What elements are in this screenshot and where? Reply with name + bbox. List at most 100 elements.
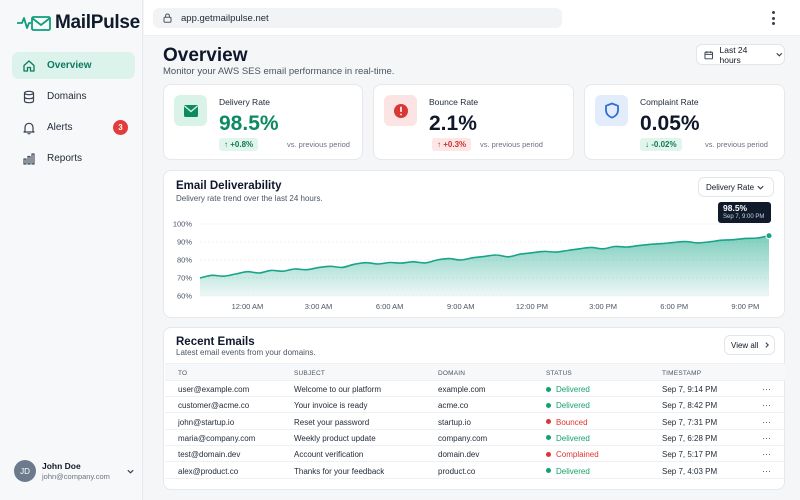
more-options-icon[interactable] [770, 11, 776, 25]
bar-chart-icon [21, 151, 37, 167]
sidebar-item-label: Domains [47, 91, 87, 102]
table-row[interactable]: maria@company.com Weekly product update co… [165, 430, 785, 446]
bounce-rate-card: Bounce Rate 2.1% ↑ +0.3% vs. previous pe… [373, 84, 574, 160]
cell-subject: Reset your password [294, 417, 370, 427]
mail-icon [174, 95, 207, 126]
calendar-icon [704, 50, 714, 59]
alerts-count-badge: 3 [113, 120, 128, 135]
stat-comparison: vs. previous period [287, 140, 350, 149]
status-dot [546, 451, 551, 457]
cell-timestamp: Sep 7, 6:28 PM [662, 433, 718, 443]
arrow-down-icon: ↓ [645, 140, 649, 149]
stat-label: Complaint Rate [640, 97, 699, 107]
bell-icon [21, 120, 37, 136]
chevron-right-icon [765, 342, 770, 348]
sidebar-item-overview[interactable]: Overview [12, 52, 135, 79]
stat-value: 98.5% [219, 112, 279, 135]
chevron-down-icon [757, 185, 764, 190]
stat-delta-value: +0.8% [230, 140, 254, 149]
cell-timestamp: Sep 7, 8:42 PM [662, 401, 718, 411]
row-more-icon[interactable]: ··· [762, 400, 771, 411]
status-badge: Delivered [556, 433, 590, 443]
recent-subtitle: Latest email events from your domains. [176, 348, 316, 357]
table-row[interactable]: alex@product.co Thanks for your feedback p… [165, 463, 785, 479]
metric-select[interactable]: Delivery Rate [698, 177, 774, 197]
page-title: Overview [163, 45, 248, 66]
row-more-icon[interactable]: ··· [762, 384, 771, 394]
cell-to: customer@acme.co [178, 401, 250, 411]
cell-domain: domain.dev [438, 450, 480, 460]
table-row[interactable]: customer@acme.co Your invoice is ready acm… [165, 397, 785, 414]
stat-delta-value: -0.02% [651, 140, 677, 149]
row-more-icon[interactable]: ··· [762, 465, 771, 476]
cell-subject: Welcome to our platform [294, 385, 381, 394]
cell-timestamp: Sep 7, 4:03 PM [662, 466, 718, 476]
cell-domain: startup.io [438, 417, 471, 427]
cell-subject: Weekly product update [294, 433, 376, 443]
status-badge: Delivered [556, 466, 590, 476]
row-more-icon[interactable]: ··· [762, 416, 771, 427]
sidebar-item-domains[interactable]: Domains [12, 83, 135, 110]
stat-delta: ↓ -0.02% [640, 138, 682, 151]
app-name: MailPulse [55, 12, 140, 33]
stat-delta: ↑ +0.8% [219, 138, 259, 151]
status-dot [546, 402, 551, 408]
sidebar-item-alerts[interactable]: Alerts 3 [12, 114, 135, 141]
status-dot [546, 419, 551, 425]
time-range-select[interactable]: Last 24 hours [696, 44, 785, 65]
delivery-rate-card: Delivery Rate 98.5% ↑ +0.8% vs. previous… [163, 84, 363, 160]
page-subtitle: Monitor your AWS SES email performance i… [163, 66, 395, 77]
user-email: john@company.com [42, 472, 110, 481]
home-icon [21, 58, 37, 74]
column-header[interactable]: TIMESTAMP [662, 370, 702, 377]
stat-value: 0.05% [640, 112, 700, 135]
status-badge: Delivered [556, 385, 590, 394]
row-more-icon[interactable]: ··· [762, 432, 771, 443]
chart-title: Email Deliverability [176, 180, 282, 192]
stat-label: Delivery Rate [219, 97, 271, 107]
cell-to: john@startup.io [178, 417, 235, 427]
app-logo[interactable]: MailPulse [17, 12, 140, 34]
sidebar-item-label: Alerts [47, 122, 73, 133]
metric-select-label: Delivery Rate [706, 182, 755, 192]
cell-timestamp: Sep 7, 7:31 PM [662, 417, 718, 427]
view-all-label: View all [731, 340, 759, 350]
sidebar-nav: Overview Domains Alerts 3 Reports [12, 52, 135, 176]
status-badge: Delivered [556, 401, 590, 411]
stat-comparison: vs. previous period [705, 140, 768, 149]
column-header[interactable]: TO [178, 370, 188, 377]
pulse-mail-icon [17, 16, 51, 31]
user-name: John Doe [42, 461, 81, 471]
column-header[interactable]: STATUS [546, 370, 572, 377]
shield-icon [595, 95, 628, 126]
time-range-label: Last 24 hours [719, 44, 748, 65]
sidebar-item-reports[interactable]: Reports [12, 145, 135, 172]
address-bar[interactable]: app.getmailpulse.net [153, 8, 562, 28]
column-header[interactable]: DOMAIN [438, 370, 466, 377]
recent-title: Recent Emails [176, 336, 255, 348]
cell-domain: product.co [438, 466, 476, 476]
sidebar-item-label: Overview [47, 60, 92, 71]
chevron-down-icon [776, 52, 783, 57]
table-row[interactable]: user@example.com Welcome to our platform e… [165, 381, 785, 397]
table-row[interactable]: john@startup.io Reset your password startu… [165, 414, 785, 430]
complaint-rate-card: Complaint Rate 0.05% ↓ -0.02% vs. previo… [584, 84, 785, 160]
tooltip-time: Sep 7, 9:00 PM [723, 214, 765, 220]
url-text: app.getmailpulse.net [181, 12, 269, 24]
column-header[interactable]: SUBJECT [294, 370, 326, 377]
chart-tooltip: 98.5% Sep 7, 9:00 PM [718, 202, 771, 223]
chevron-down-icon [127, 469, 134, 474]
status-badge: Complained [556, 450, 599, 460]
user-menu[interactable]: JD John Doe john@company.com [14, 460, 135, 482]
view-all-button[interactable]: View all [724, 335, 775, 355]
row-more-icon[interactable]: ··· [762, 449, 771, 460]
stat-delta: ↑ +0.3% [432, 138, 472, 151]
browser-topbar: app.getmailpulse.net [144, 0, 800, 36]
cell-domain: example.com [438, 385, 486, 394]
stat-label: Bounce Rate [429, 97, 479, 107]
status-dot [546, 468, 551, 473]
arrow-up-icon: ↑ [437, 140, 441, 149]
sidebar-item-label: Reports [47, 153, 83, 164]
table-row[interactable]: test@domain.dev Account verification domai… [165, 446, 785, 463]
cell-domain: acme.co [438, 401, 469, 411]
